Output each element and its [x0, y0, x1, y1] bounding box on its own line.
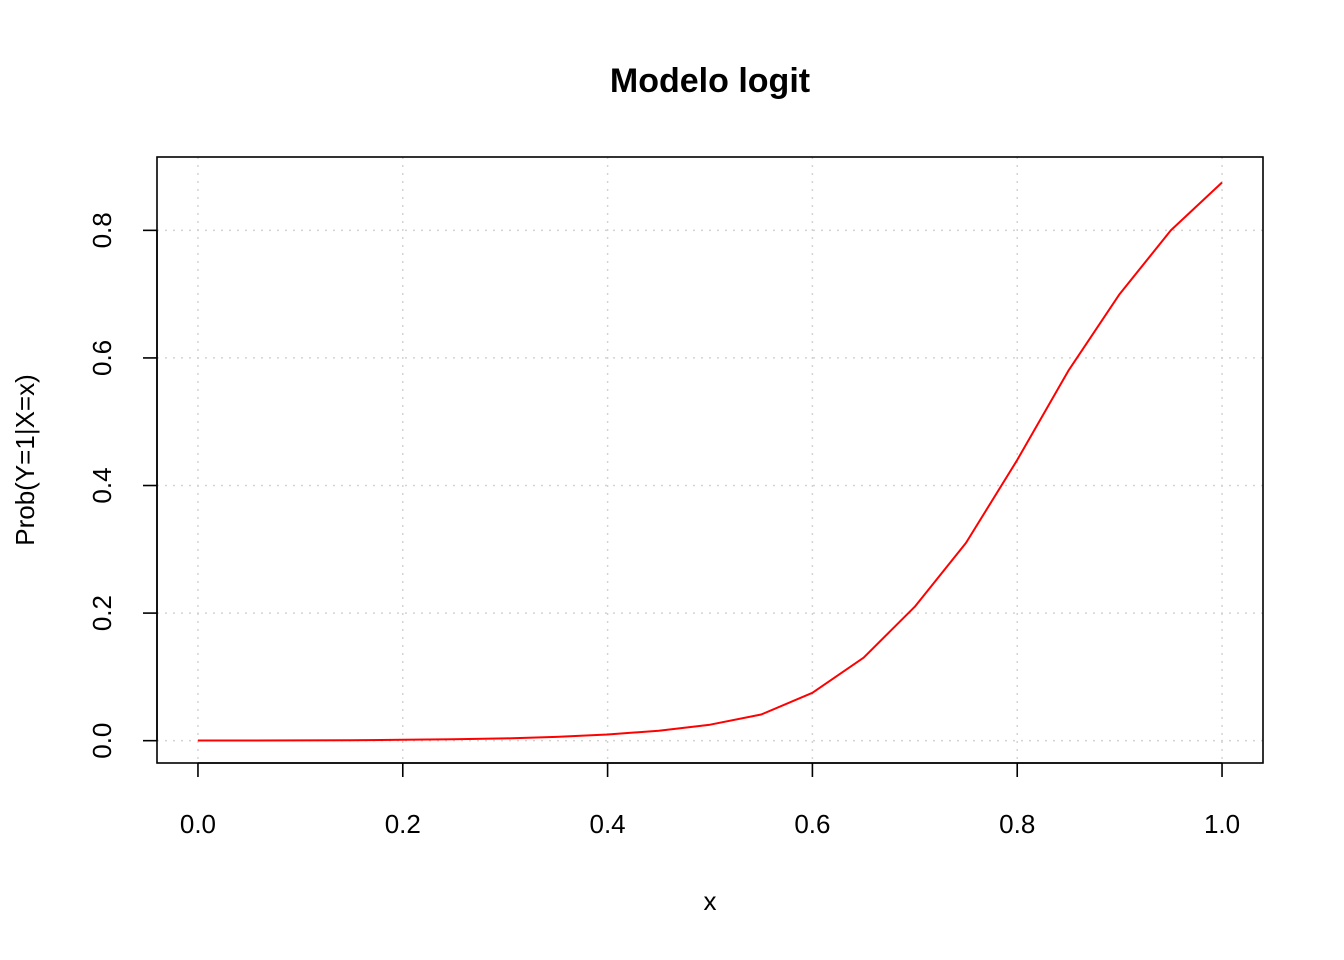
y-tick-label: 0.2	[87, 595, 117, 631]
y-tick-label: 0.0	[87, 723, 117, 759]
series-line	[198, 181, 1223, 742]
plot-frame	[156, 156, 1264, 764]
x-tick-label: 0.4	[590, 809, 626, 839]
y-tick-label: 0.6	[87, 340, 117, 376]
x-tick-label: 0.6	[794, 809, 830, 839]
chart-title: Modelo logit	[610, 62, 810, 100]
x-tick-label: 0.8	[999, 809, 1035, 839]
y-tick-label: 0.8	[87, 212, 117, 248]
x-axis: 0.0 0.2 0.4 0.6 0.8 1.0	[180, 762, 1240, 839]
x-tick-label: 0.0	[180, 809, 216, 839]
y-axis-label: Prob(Y=1|X=x)	[10, 374, 40, 546]
series-layer	[198, 181, 1223, 742]
grid	[157, 157, 1263, 763]
x-tick-label: 1.0	[1204, 809, 1240, 839]
y-axis: 0.0 0.2 0.4 0.6 0.8	[87, 212, 158, 759]
y-tick-label: 0.4	[87, 467, 117, 503]
x-axis-label: x	[704, 886, 717, 916]
x-tick-label: 0.2	[385, 809, 421, 839]
